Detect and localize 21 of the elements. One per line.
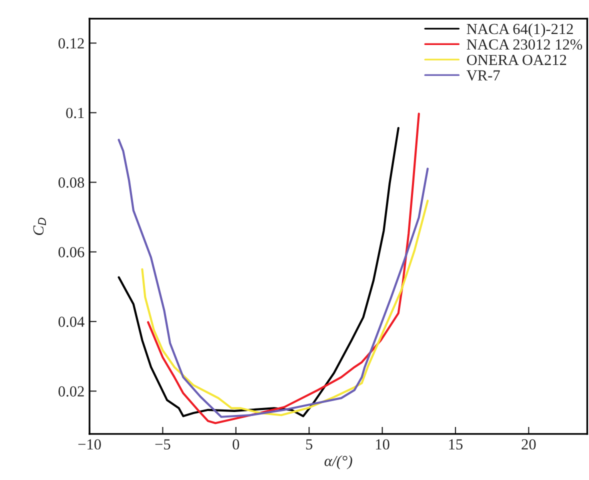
legend-label: VR-7	[466, 70, 500, 81]
x-tick-label: 0	[232, 439, 240, 450]
y-tick-label: 0.1	[66, 108, 84, 118]
x-tick-label: −10	[78, 439, 101, 450]
legend-label: NACA 23012 12%	[466, 39, 582, 50]
x-tick-label: 10	[376, 439, 390, 450]
y-tick-label: 0.02	[58, 386, 84, 397]
y-tick-label: 0.06	[58, 247, 84, 258]
legend-label: NACA 64(1)-212	[466, 23, 573, 38]
x-tick-label: −5	[155, 439, 170, 450]
y-tick-label: 0.04	[58, 316, 84, 328]
y-axis-title: C$_{D}$	[33, 218, 46, 236]
x-tick-label: 5	[306, 439, 312, 450]
x-tick-label: 20	[522, 439, 536, 450]
x-axis-title: α/(°)	[324, 455, 352, 470]
y-tick-label: 0.12	[58, 38, 84, 49]
legend-label: ONERA OA212	[466, 54, 566, 66]
y-tick-label: 0.08	[58, 177, 84, 188]
x-tick-label: 15	[449, 439, 463, 450]
line-series	[147, 112, 420, 424]
line-series	[141, 200, 429, 416]
